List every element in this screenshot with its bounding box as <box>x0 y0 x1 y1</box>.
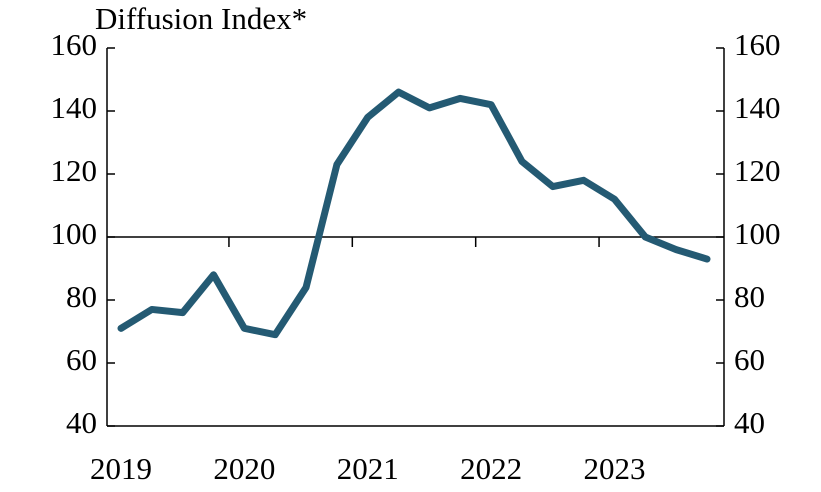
y2-tick-label: 100 <box>734 216 781 251</box>
x-tick-label: 2021 <box>337 451 399 486</box>
y-tick-label: 140 <box>51 90 98 125</box>
data-line <box>117 88 711 339</box>
y-tick-label: 160 <box>51 27 98 62</box>
x-tick-label: 2022 <box>460 451 522 486</box>
y2-tick-label: 140 <box>734 90 781 125</box>
chart-title: Diffusion Index* <box>95 1 307 36</box>
y2-tick-label: 80 <box>734 279 765 314</box>
y2-tick-label: 60 <box>734 342 765 377</box>
x-tick-label: 2020 <box>213 451 275 486</box>
y2-tick-label: 160 <box>734 27 781 62</box>
x-tick-label: 2023 <box>583 451 645 486</box>
y-tick-label: 80 <box>66 279 97 314</box>
y-tick-label: 120 <box>51 153 98 188</box>
y2-tick-label: 40 <box>734 405 765 440</box>
y2-tick-label: 120 <box>734 153 781 188</box>
y-tick-label: 60 <box>66 342 97 377</box>
x-tick-label: 2019 <box>90 451 152 486</box>
y-tick-label: 40 <box>66 405 97 440</box>
y-tick-label: 100 <box>51 216 98 251</box>
